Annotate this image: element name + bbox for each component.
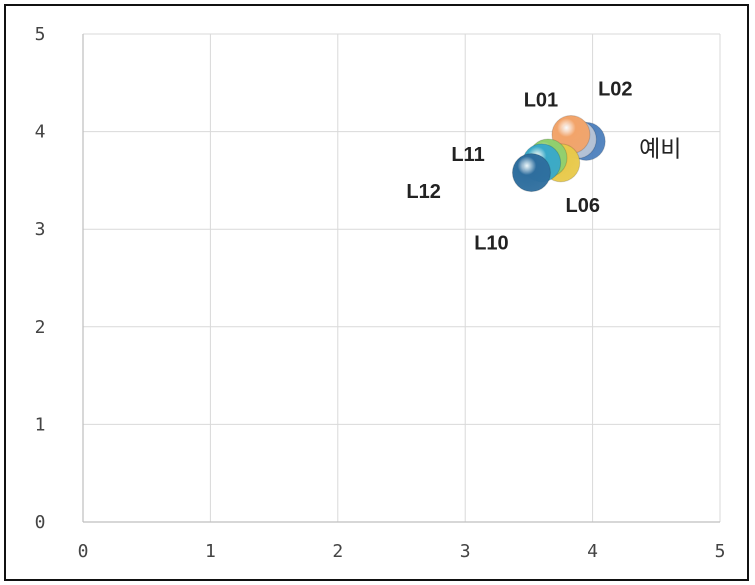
point-label-예비: 예비: [639, 136, 681, 162]
point-labels: 예비 L02 L01 L06 L11 L12 L10: [406, 78, 681, 254]
x-tick-label: 0: [78, 541, 89, 562]
bubble-L10: [511, 153, 551, 193]
y-tick-labels: 0 1 2 3 4 5: [35, 24, 46, 533]
point-label-L10: L10: [474, 233, 508, 255]
y-tick-label: 3: [35, 219, 46, 240]
axes: [82, 34, 720, 523]
grid-lines: [83, 33, 721, 522]
y-tick-label: 0: [35, 512, 46, 533]
y-tick-label: 1: [35, 414, 46, 435]
point-label-L06: L06: [566, 195, 600, 217]
x-tick-label: 1: [205, 541, 216, 562]
x-tick-labels: 0 1 2 3 4 5: [78, 541, 726, 562]
point-label-L02: L02: [598, 78, 632, 100]
bubbles: [511, 115, 606, 193]
point-label-L12: L12: [406, 181, 440, 203]
y-tick-label: 2: [35, 317, 46, 338]
point-label-L01: L01: [524, 90, 558, 112]
point-label-L11: L11: [451, 144, 484, 166]
x-tick-label: 4: [587, 541, 598, 562]
y-tick-label: 5: [35, 24, 46, 45]
x-tick-label: 2: [332, 541, 343, 562]
y-tick-label: 4: [35, 122, 46, 143]
x-tick-label: 3: [460, 541, 471, 562]
x-tick-label: 5: [715, 541, 726, 562]
chart-frame: [4, 4, 749, 581]
